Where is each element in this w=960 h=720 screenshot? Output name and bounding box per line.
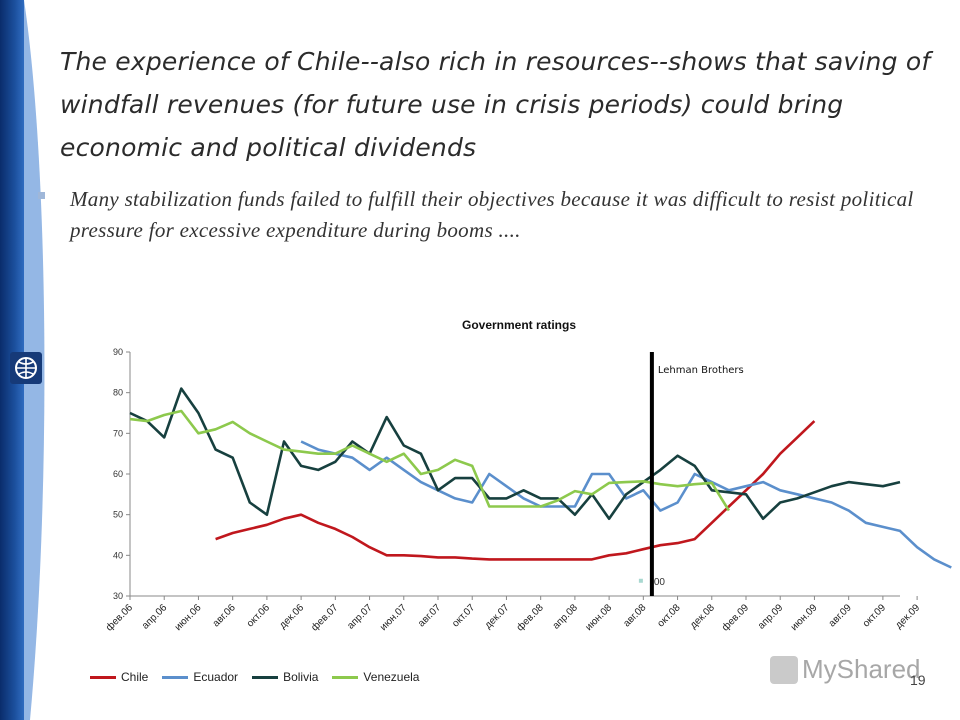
chart-title: Government ratings [462,318,576,332]
y-tick-label: 30 [113,591,123,601]
x-tick-label: апр.06 [140,602,170,632]
x-tick-label: фев.08 [514,601,546,633]
x-tick-label: окт.09 [861,602,888,629]
x-tick-label: фев.07 [309,601,341,633]
slide-subtitle: Many stabilization funds failed to fulfi… [70,187,914,242]
x-tick-label: апр.07 [345,602,375,632]
legend-item-ecuador: Ecuador [162,670,238,684]
page-number: 19 [910,672,926,688]
x-tick-label: июн.09 [789,602,820,633]
series-line-venezuela [129,409,731,512]
chart-legend: Chile Ecuador Bolivia Venezuela [90,670,419,684]
x-tick-label: окт.06 [245,602,272,629]
x-tick-label: фев.09 [719,601,751,633]
x-tick-label: июн.08 [583,602,614,633]
legend-label: Chile [121,670,149,684]
world-bank-logo [10,352,42,384]
legend-item-chile: Chile [90,670,148,684]
x-tick-label: окт.07 [450,602,477,629]
stray-label: 00 [654,577,666,588]
x-tick-label: июн.07 [378,602,409,633]
watermark-icon [770,655,798,684]
legend-item-bolivia: Bolivia [252,670,318,684]
x-tick-label: апр.09 [756,602,786,632]
x-tick-label: июн.06 [173,602,204,633]
bullet-marker [38,192,45,199]
x-tick-label: авг.07 [416,602,443,629]
legend-label: Ecuador [193,670,239,684]
x-tick-label: дек.07 [483,602,512,631]
series-line-chile [215,420,816,561]
series-line-ecuador [300,440,952,569]
x-tick-label: авг.09 [827,602,854,629]
legend-swatch [90,675,116,679]
series-line-bolivia [129,387,901,520]
x-tick-label: авг.06 [211,602,238,629]
y-tick-label: 40 [113,550,123,560]
y-tick-label: 60 [113,469,123,479]
legend-item-venezuela: Venezuela [332,670,419,684]
legend-label: Venezuela [363,670,420,684]
y-tick-label: 70 [113,428,123,438]
watermark-text: MyShared [802,654,921,684]
watermark: MyShared [770,654,921,685]
x-tick-label: апр.08 [551,602,581,632]
x-tick-label: дек.08 [688,602,717,631]
legend-swatch [162,675,189,679]
y-tick-label: 90 [113,347,123,357]
legend-label: Bolivia [283,670,319,684]
legend-swatch [252,675,279,679]
stray-marker [638,578,643,583]
x-tick-label: фев.06 [103,601,135,633]
x-tick-label: дек.06 [277,602,306,631]
y-tick-label: 80 [113,388,123,398]
x-tick-label: окт.08 [656,602,683,629]
chart-series [129,387,952,569]
lehman-brothers-label: Lehman Brothers [658,365,744,376]
y-tick-label: 50 [113,510,123,520]
chart-annotation: Lehman Brothers 00 [638,352,744,596]
legend-swatch [332,675,359,679]
slide-title: The experience of Chile--also rich in re… [60,47,931,162]
x-tick-label: дек.09 [893,602,922,631]
x-tick-label: авг.08 [621,602,648,629]
